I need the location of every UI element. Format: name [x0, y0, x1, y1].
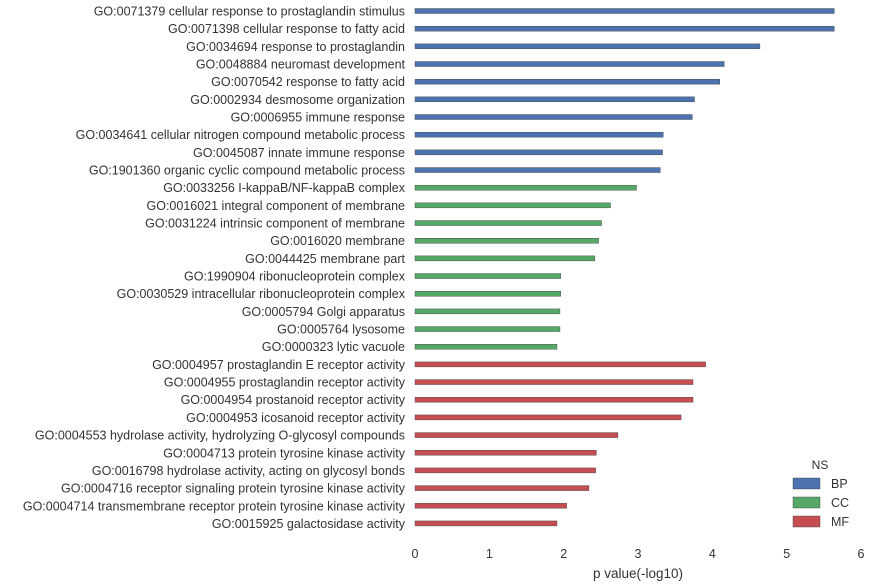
legend-title: NS: [812, 458, 829, 472]
category-label: GO:0004553 hydrolase activity, hydrolyzi…: [35, 429, 405, 443]
bar-mf: [414, 414, 682, 421]
category-label: GO:0002934 desmosome organization: [190, 93, 405, 107]
legend-label-bp: BP: [831, 477, 848, 491]
bar-mf: [414, 397, 694, 403]
category-label: GO:0004714 transmembrane receptor protei…: [23, 499, 406, 513]
bars-layer: [414, 8, 835, 527]
category-label: GO:0004953 icosanoid receptor activity: [186, 411, 406, 425]
category-label: GO:0004713 protein tyrosine kinase activ…: [163, 446, 406, 460]
bar-mf: [414, 450, 597, 456]
category-label: GO:0034694 response to prostaglandin: [186, 40, 405, 54]
legend-swatch-mf: [792, 515, 821, 528]
bar-mf: [414, 432, 619, 438]
bar-mf: [414, 503, 567, 509]
category-label: GO:0045087 innate immune response: [193, 146, 405, 160]
x-tick-label: 3: [635, 547, 642, 561]
category-label: GO:0031224 intrinsic component of membra…: [145, 217, 405, 231]
bar-bp: [414, 167, 661, 173]
category-label: GO:0005764 lysosome: [277, 323, 405, 337]
bar-bp: [414, 8, 835, 14]
bar-mf: [414, 520, 558, 527]
bar-bp: [414, 114, 693, 120]
x-tick-label: 0: [412, 547, 419, 561]
bar-bp: [414, 25, 835, 32]
category-label: GO:0070542 response to fatty acid: [211, 75, 405, 89]
category-label: GO:0005794 Golgi apparatus: [242, 305, 405, 319]
bar-mf: [414, 361, 706, 368]
x-tick-label: 4: [709, 547, 716, 561]
category-label: GO:0004954 prostanoid receptor activity: [181, 393, 406, 407]
bar-cc: [414, 308, 561, 315]
bar-bp: [414, 96, 695, 103]
x-tick-label: 2: [560, 547, 567, 561]
category-label: GO:0048884 neuromast development: [196, 58, 406, 72]
category-label: GO:1901360 organic cyclic compound metab…: [89, 164, 405, 178]
bar-cc: [414, 273, 561, 279]
category-label: GO:0071398 cellular response to fatty ac…: [168, 22, 405, 36]
bar-cc: [414, 202, 611, 209]
bar-bp: [414, 61, 725, 67]
bar-bp: [414, 43, 761, 50]
legend-label-mf: MF: [831, 515, 849, 529]
category-label: GO:1990904 ribonucleoprotein complex: [184, 270, 406, 284]
category-label: GO:0004955 prostaglandin receptor activi…: [164, 376, 406, 390]
category-label: GO:0030529 intracellular ribonucleoprote…: [117, 287, 406, 301]
category-label: GO:0000323 lytic vacuole: [262, 340, 405, 354]
bar-mf: [414, 485, 590, 491]
category-label: GO:0071379 cellular response to prostagl…: [94, 5, 405, 19]
x-tick-label: 5: [783, 547, 790, 561]
x-tick-label: 6: [858, 547, 865, 561]
bar-cc: [414, 291, 561, 297]
category-label: GO:0034641 cellular nitrogen compound me…: [76, 128, 405, 142]
bar-bp: [414, 78, 720, 85]
bar-cc: [414, 220, 602, 226]
category-label: GO:0016020 membrane: [270, 234, 405, 248]
category-label: GO:0016021 integral component of membran…: [147, 199, 406, 213]
bar-cc: [414, 184, 637, 191]
legend-swatch-cc: [792, 496, 821, 509]
category-labels: GO:0071379 cellular response to prostagl…: [23, 5, 406, 531]
bar-cc: [414, 255, 596, 262]
category-label: GO:0033256 I-kappaB/NF-kappaB complex: [163, 181, 406, 195]
category-label: GO:0044425 membrane part: [245, 252, 405, 266]
legend-label-cc: CC: [831, 496, 849, 510]
bar-mf: [414, 379, 694, 385]
category-label: GO:0006955 immune response: [231, 111, 405, 125]
category-label: GO:0015925 galactosidase activity: [212, 517, 406, 531]
bar-cc: [414, 326, 561, 332]
category-label: GO:0004957 prostaglandin E receptor acti…: [152, 358, 406, 372]
legend-swatch-bp: [792, 477, 821, 490]
bar-cc: [414, 238, 599, 244]
bar-cc: [414, 344, 558, 350]
category-label: GO:0016798 hydrolase activity, acting on…: [92, 464, 405, 478]
x-tick-label: 1: [486, 547, 493, 561]
bar-bp: [414, 131, 664, 138]
category-label: GO:0004716 receptor signaling protein ty…: [61, 482, 406, 496]
x-axis-ticks: 0 1 2 3 4 5 6: [412, 547, 865, 561]
bar-bp: [414, 149, 663, 156]
bar-mf: [414, 467, 596, 474]
x-axis-label: p value(-log10): [593, 566, 683, 581]
legend: NS BP CC MF: [792, 458, 849, 529]
